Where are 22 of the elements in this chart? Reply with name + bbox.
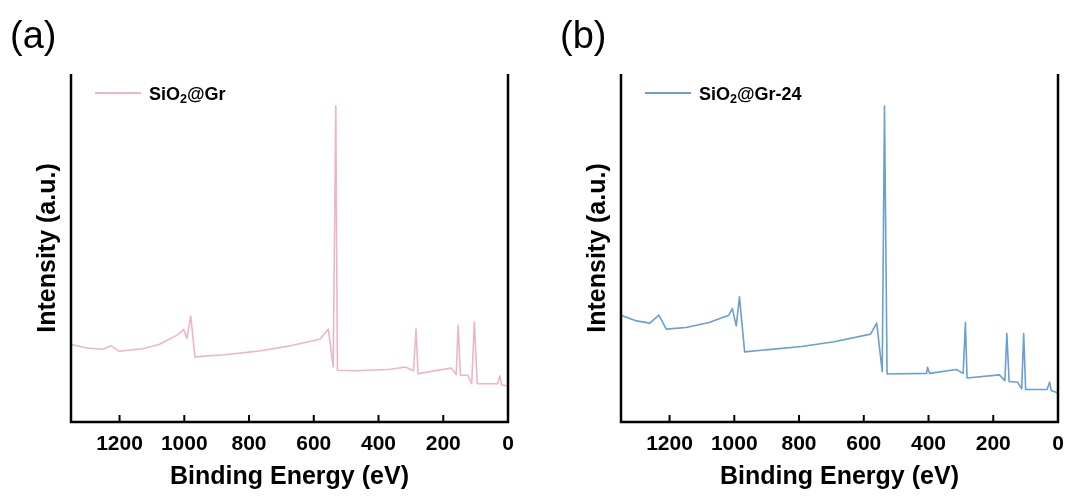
x-tick-label: 600 [846,431,882,454]
x-tick-label: 200 [975,431,1011,454]
chart-title: (a) [10,14,57,56]
x-tick-label: 200 [425,431,461,454]
y-axis-title: Intensity (a.u.) [32,163,60,333]
x-tick-label: 1200 [646,431,693,454]
x-tick-label: 600 [296,431,332,454]
x-tick-label: 400 [911,431,947,454]
chart-title: (b) [560,14,607,56]
legend-label: SiO$_{2}$@Gr [149,84,226,107]
legend-label: SiO$_{2}$@Gr-24 [699,84,802,107]
x-tick-label: 800 [231,431,267,454]
x-axis-title: Binding Energy (eV) [170,461,409,489]
y-axis-title: Intensity (a.u.) [582,163,610,333]
x-tick-label: 800 [781,431,817,454]
x-tick-label: 1000 [710,431,758,454]
x-tick-label: 0 [1052,431,1064,454]
x-tick-label: 400 [361,431,397,454]
x-axis-title: Binding Energy (eV) [720,461,959,489]
x-tick-label: 0 [502,431,514,454]
x-tick-label: 1200 [96,431,143,454]
x-tick-label: 1000 [160,431,208,454]
